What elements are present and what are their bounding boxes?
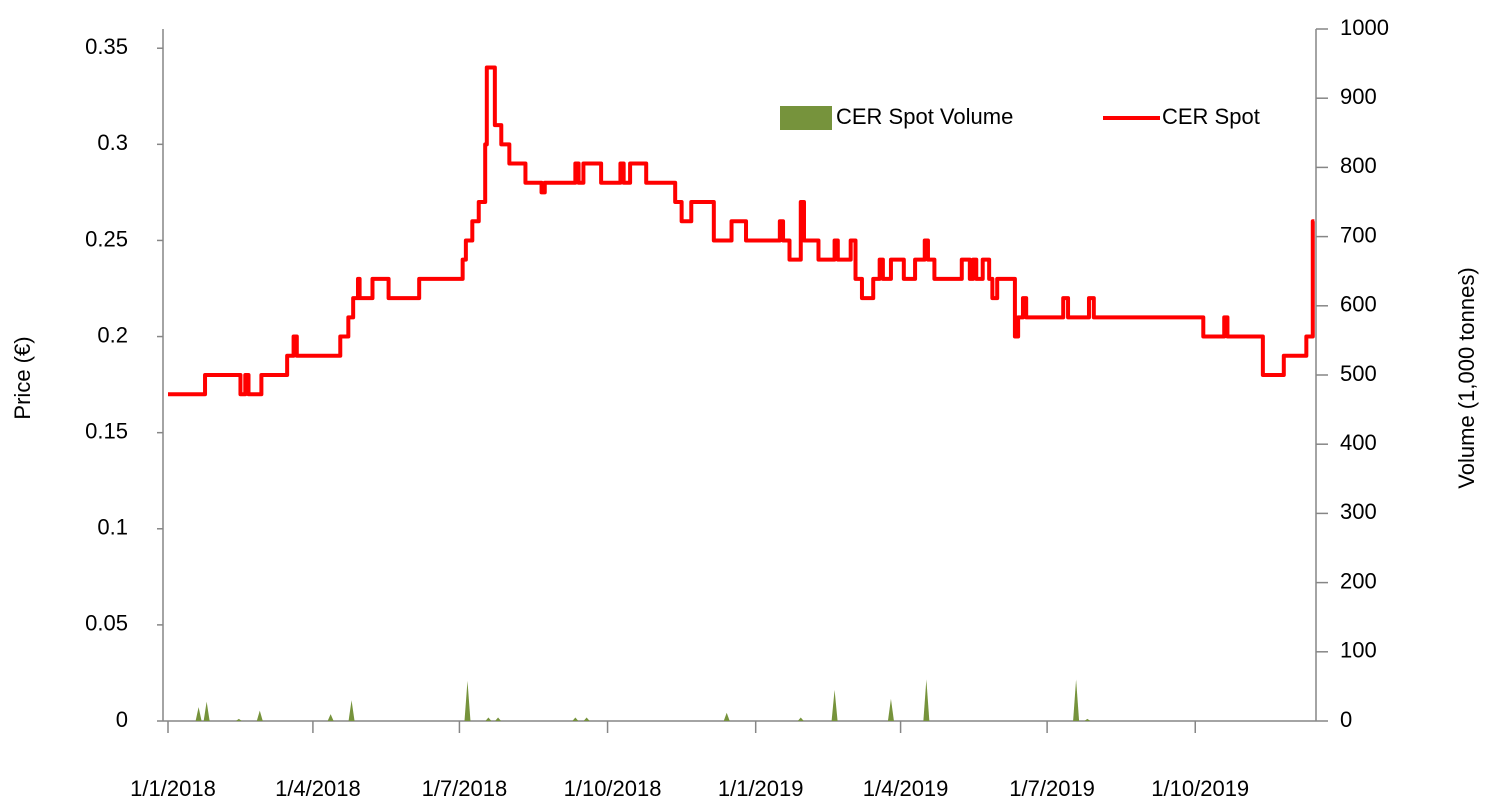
volume-spike [1073, 679, 1080, 721]
y2-tick-label: 100 [1340, 638, 1377, 663]
y-tick-label: 0.05 [85, 611, 128, 636]
volume-spike [464, 680, 471, 721]
volume-spike [256, 710, 263, 721]
y-tick-label: 0.2 [97, 322, 128, 347]
volume-spike [203, 701, 210, 721]
y2-tick-label: 300 [1340, 499, 1377, 524]
price-line [168, 65, 1315, 397]
y2-tick-label: 1000 [1340, 15, 1389, 40]
y2-tick-label: 0 [1340, 707, 1352, 732]
volume-spike [583, 717, 590, 721]
y2-axis-label: Volume (1,000 tonnes) [1454, 267, 1479, 488]
x-tick-label: 1/1/2018 [130, 776, 216, 801]
volume-spike [797, 717, 804, 721]
volume-spike [485, 717, 492, 721]
y2-tick-label: 400 [1340, 430, 1377, 455]
volume-spike [195, 707, 202, 721]
volume-spike [831, 689, 838, 721]
x-tick-label: 1/7/2018 [422, 776, 508, 801]
x-tick-label: 1/10/2018 [564, 776, 662, 801]
volume-spike [348, 700, 355, 721]
volume-spike [327, 714, 334, 721]
y-tick-label: 0 [116, 707, 128, 732]
y-axis-label: Price (€) [10, 336, 35, 419]
x-tick-label: 1/4/2018 [275, 776, 361, 801]
y-tick-label: 0.25 [85, 226, 128, 251]
x-tick-label: 1/10/2019 [1151, 776, 1249, 801]
y2-tick-label: 900 [1340, 84, 1377, 109]
x-tick-label: 1/1/2019 [718, 776, 804, 801]
y-tick-label: 0.15 [85, 418, 128, 443]
volume-spike [572, 717, 579, 721]
x-tick-label: 1/4/2019 [863, 776, 949, 801]
y2-tick-label: 700 [1340, 222, 1377, 247]
y-tick-label: 0.3 [97, 130, 128, 155]
legend-label: CER Spot Volume [836, 104, 1013, 129]
volume-spike [923, 679, 930, 721]
volume-spike [235, 718, 242, 721]
y2-tick-label: 200 [1340, 568, 1377, 593]
x-tick-label: 1/7/2019 [1009, 776, 1095, 801]
y2-tick-label: 800 [1340, 153, 1377, 178]
volume-spike [1084, 718, 1091, 721]
y-tick-label: 0.35 [85, 34, 128, 59]
y2-tick-label: 600 [1340, 292, 1377, 317]
y2-tick-label: 500 [1340, 361, 1377, 386]
y-tick-label: 0.1 [97, 515, 128, 540]
volume-spike [495, 717, 502, 721]
volume-spike [723, 712, 730, 721]
legend-swatch [780, 106, 832, 130]
legend-label: CER Spot [1162, 104, 1260, 129]
volume-spike [887, 698, 894, 721]
